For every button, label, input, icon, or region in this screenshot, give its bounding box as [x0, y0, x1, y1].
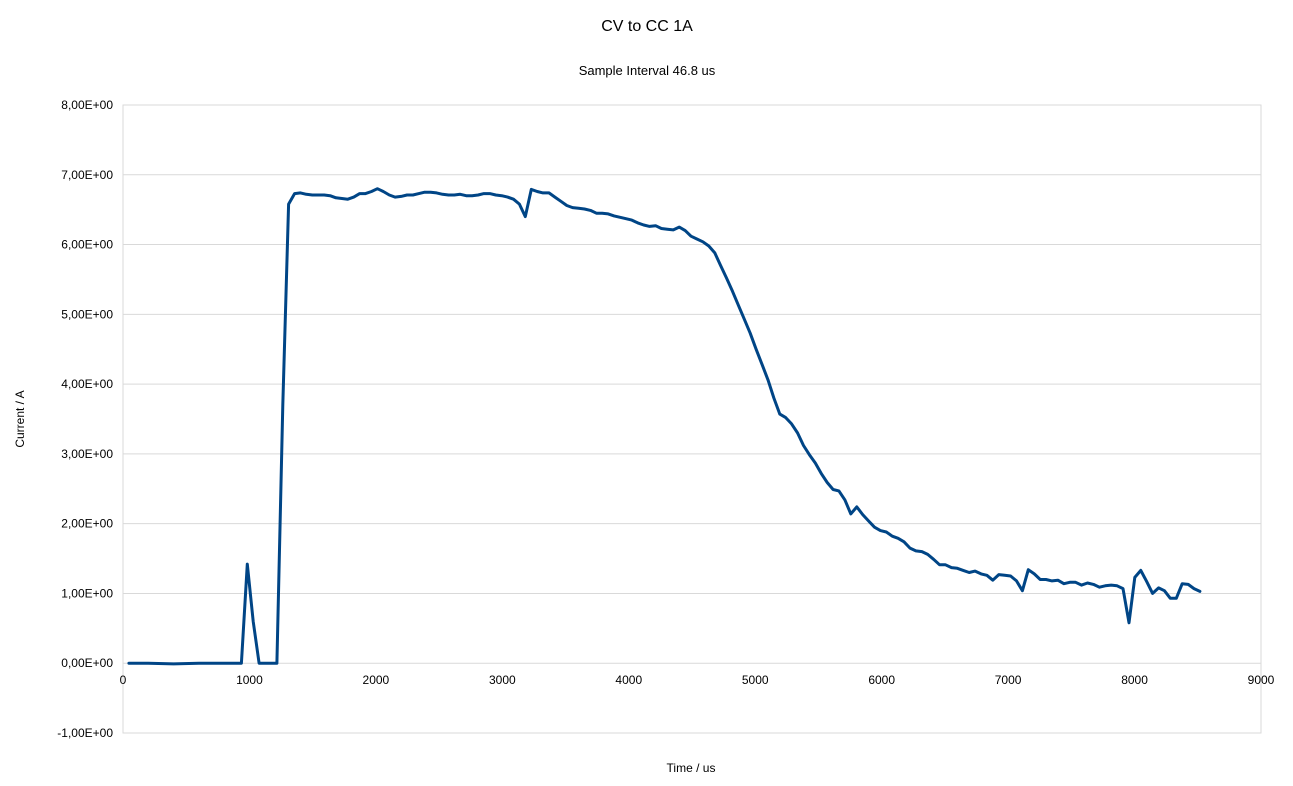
y-tick-label: 4,00E+00	[61, 377, 113, 391]
x-tick-label: 5000	[742, 673, 769, 687]
x-tick-label: 8000	[1121, 673, 1148, 687]
x-tick-label: 6000	[868, 673, 895, 687]
chart-subtitle: Sample Interval 46.8 us	[579, 63, 716, 78]
y-axis-label: Current / A	[13, 390, 27, 447]
x-tick-label: 0	[120, 673, 127, 687]
y-tick-label: 3,00E+00	[61, 447, 113, 461]
series-line	[127, 187, 1202, 666]
grid-lines	[123, 104, 1261, 734]
y-tick-label: 0,00E+00	[61, 656, 113, 670]
x-tick-label: 2000	[363, 673, 390, 687]
y-tick-label: 1,00E+00	[61, 586, 113, 600]
y-tick-label: 2,00E+00	[61, 517, 113, 531]
x-tick-label: 7000	[995, 673, 1022, 687]
plot-area-frame	[122, 104, 1262, 734]
x-tick-label: 3000	[489, 673, 516, 687]
y-tick-label: 6,00E+00	[61, 238, 113, 252]
x-tick-label: 4000	[615, 673, 642, 687]
series-group	[127, 187, 1202, 666]
chart-title: CV to CC 1A	[601, 18, 693, 35]
x-axis-ticks: 0 1000 2000 3000 4000 5000 6000 7000 8000 9000	[120, 673, 1275, 687]
y-tick-label: 7,00E+00	[61, 168, 113, 182]
y-tick-label: 5,00E+00	[61, 307, 113, 321]
x-tick-label: 1000	[236, 673, 263, 687]
y-tick-label: 8,00E+00	[61, 98, 113, 112]
y-tick-label: -1,00E+00	[57, 726, 113, 740]
y-axis-ticks: -1,00E+00 0,00E+00 1,00E+00 2,00E+00 3,00E+0…	[57, 98, 113, 740]
x-axis-label: Time / us	[667, 761, 716, 775]
x-tick-label: 9000	[1248, 673, 1275, 687]
